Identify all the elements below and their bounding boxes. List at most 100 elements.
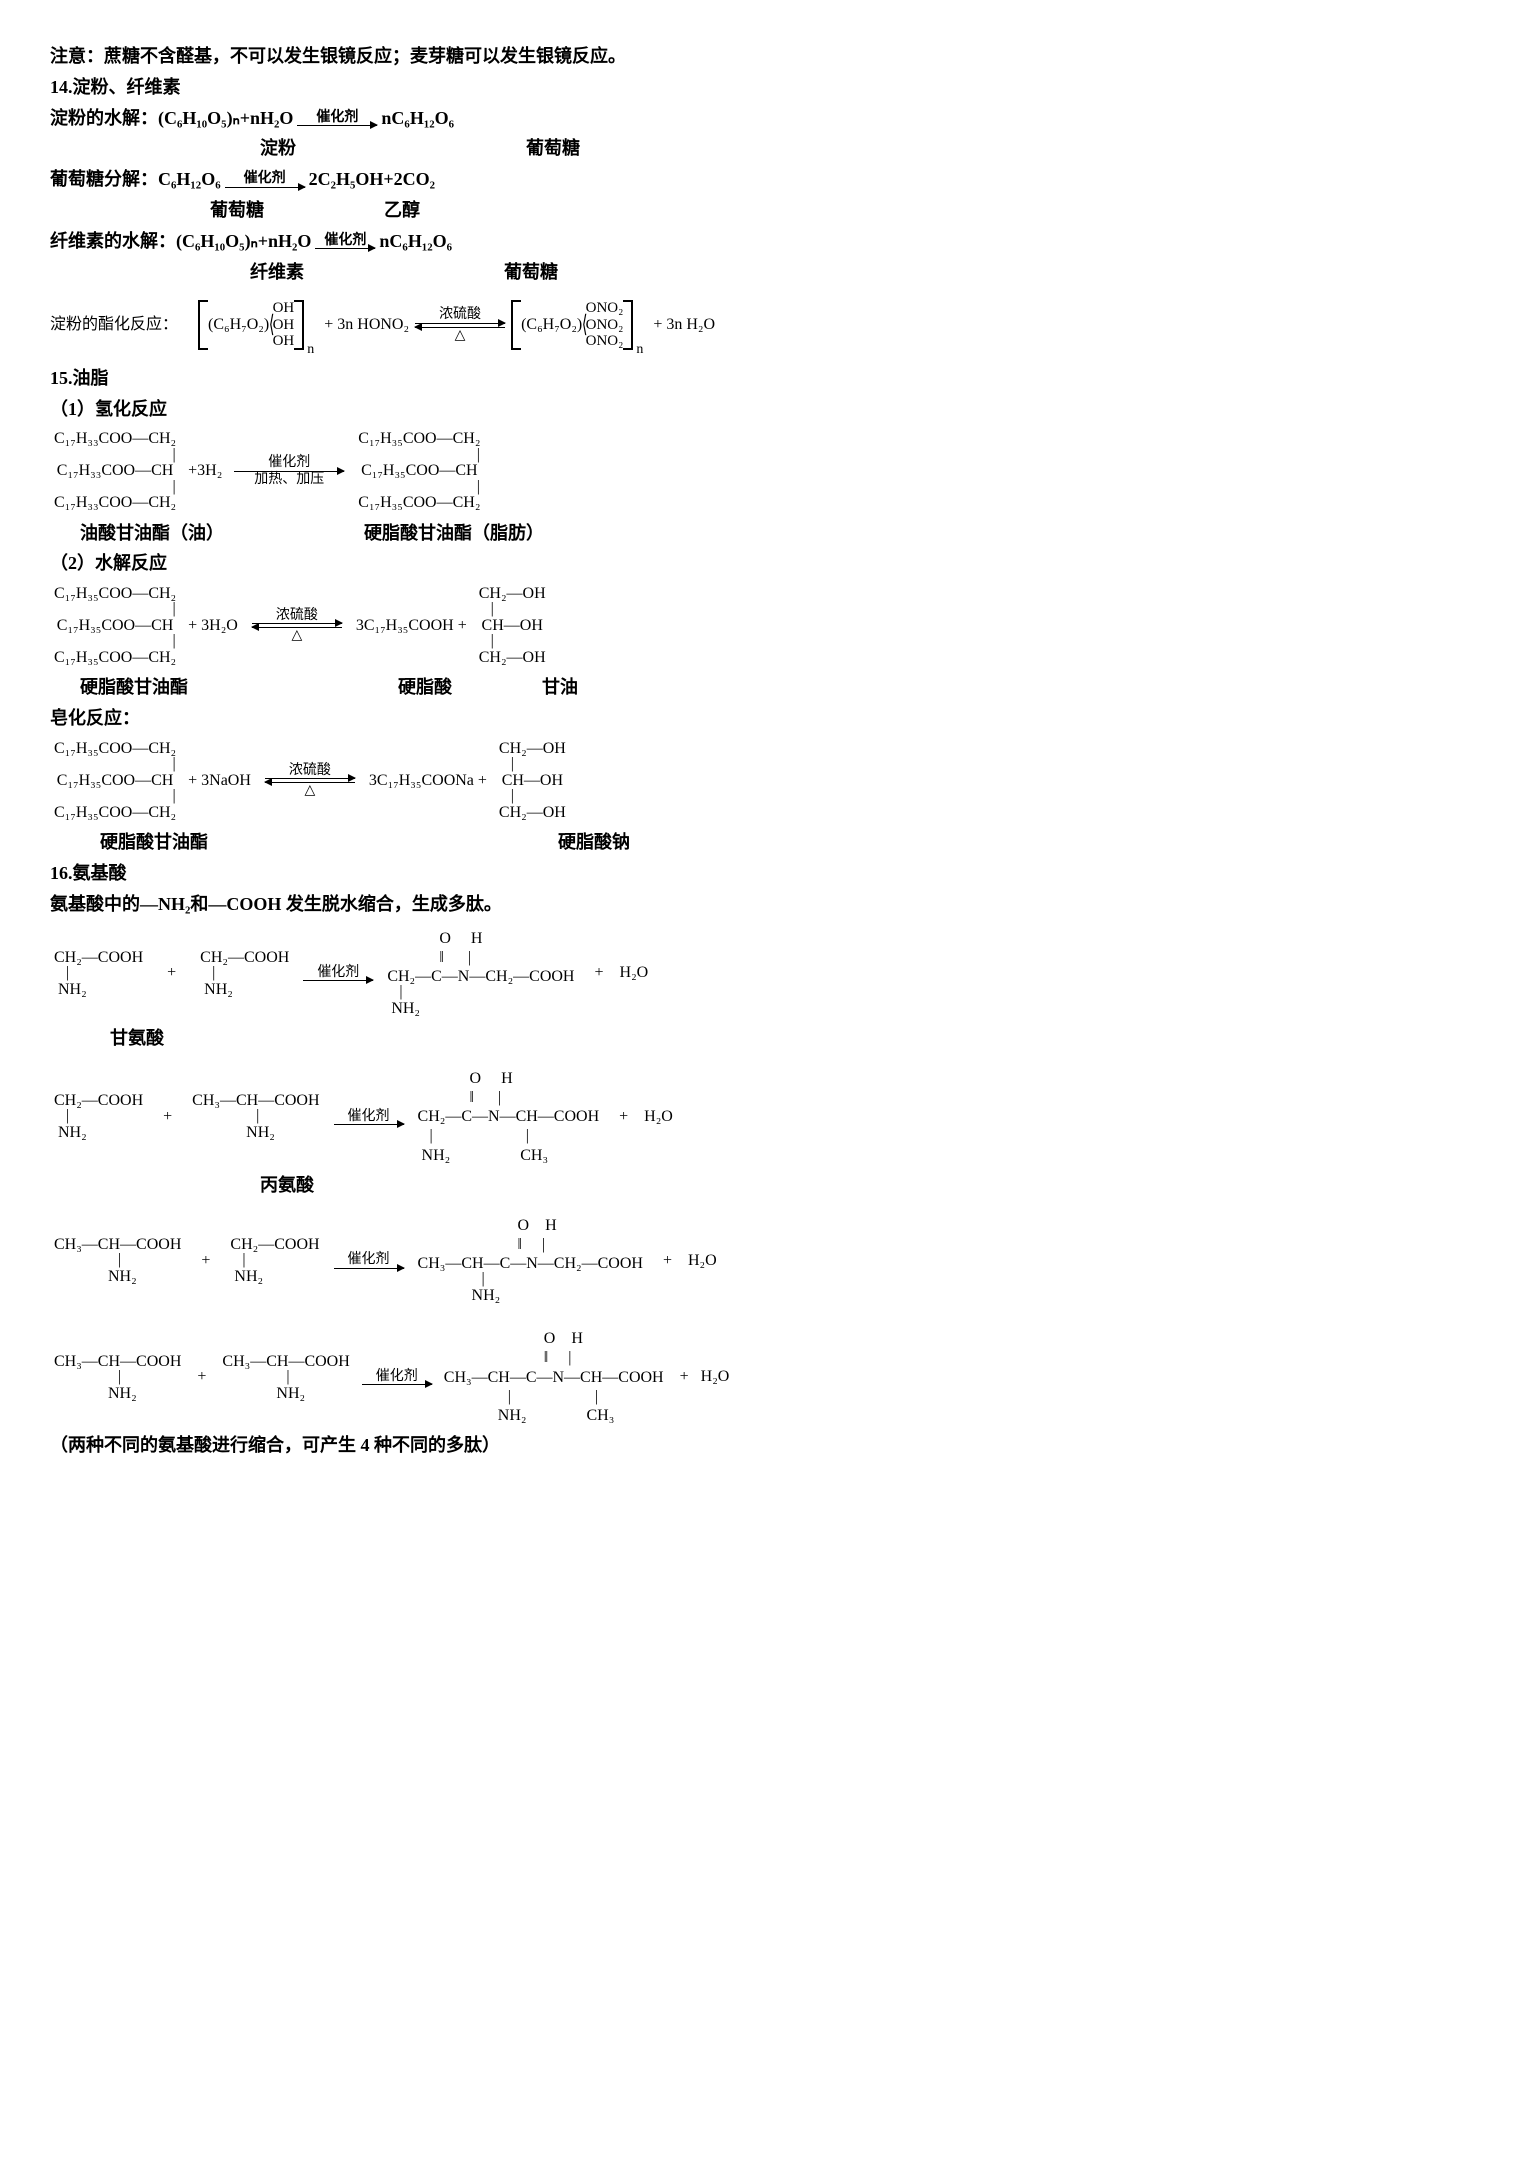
h2: +3H₂: [188, 458, 222, 484]
bot: NH₂: [58, 980, 87, 999]
glycerol: CH₂—OH | CH—OH | CH₂—OH: [479, 584, 546, 667]
hydrolysis-names: 硬脂酸甘油酯 硬脂酸 甘油: [50, 673, 1486, 702]
core-r: (C₆H₇O₂): [521, 312, 582, 338]
product-2: OH ‖| CH₂—C—N—CH—COOH || NH₂CH₃: [418, 1069, 600, 1165]
peptide-3: CH₃—CH—COOH | NH₂ + CH₂—COOH | NH₂ 催化剂 O…: [50, 1216, 1486, 1306]
saponification-title: 皂化反应：: [50, 704, 1486, 733]
cat-top: 催化剂: [268, 455, 310, 470]
l2: C₁₇H₃₅COO—CH: [361, 461, 478, 480]
arrow: 催化剂: [362, 1369, 432, 1385]
ala-2: CH₃—CH—COOH | NH₂: [222, 1352, 349, 1403]
o3: ONO₂: [586, 333, 624, 350]
h2o: H₂O: [644, 1104, 673, 1130]
s15-r2-title: （2）水解反应: [50, 549, 1486, 578]
gly: CH₂—COOH | NH₂: [230, 1235, 319, 1286]
o: O: [518, 1217, 530, 1234]
fat-name: 硬脂酸甘油酯（脂肪）: [364, 519, 544, 548]
s15-r1-title: （1）氢化反应: [50, 395, 1486, 424]
bracket-l2: [511, 300, 521, 350]
lhs: (C₆H₁₀O₅)ₙ+nH₂O: [158, 104, 293, 133]
cat: 浓硫酸: [289, 763, 331, 778]
h2o: H₂O: [701, 1364, 730, 1390]
ch3: CH₃: [586, 1407, 614, 1424]
oil-struct: C₁₇H₃₃COO—CH₂ | C₁₇H₃₃COO—CH | C₁₇H₃₃COO…: [54, 429, 176, 512]
fat-struct: C₁₇H₃₅COO—CH₂ | C₁₇H₃₅COO—CH | C₁₇H₃₅COO…: [358, 429, 480, 512]
core-l: (C₆H₇O₂): [208, 312, 269, 338]
cellulose-hydrolysis: 纤维素的水解： (C₆H₁₀O₅)ₙ+nH₂O 催化剂 nC₆H₁₂O₆: [50, 227, 1486, 256]
s16-intro: 氨基酸中的—NH₂和—COOH 发生脱水缩合，生成多肽。: [50, 890, 1486, 919]
label: 淀粉的水解：: [50, 104, 158, 133]
cat: 催化剂: [317, 965, 359, 980]
l1: C₁₇H₃₅COO—CH₂: [54, 584, 176, 603]
g3: CH₂—OH: [499, 803, 566, 822]
h: H: [471, 930, 483, 947]
sub-n2: n: [636, 339, 643, 361]
plus2: +: [680, 1364, 689, 1390]
sub-r: 乙醇: [384, 196, 420, 225]
arrow: 催化剂: [303, 965, 373, 981]
plus: +: [163, 1104, 172, 1130]
ala: CH₃—CH—COOH | NH₂: [54, 1235, 181, 1286]
gly-name: 甘氨酸: [50, 1024, 1486, 1053]
glucose-labels: 葡萄糖 乙醇: [50, 196, 1486, 225]
oh3: OH: [273, 333, 295, 350]
equil: 浓硫酸 △: [265, 763, 355, 799]
prod: 3C₁₇H₃₅COONa +: [369, 768, 487, 794]
acid: 3C₁₇H₃₅COOH +: [356, 613, 467, 639]
plus2: +: [594, 960, 603, 986]
ester-struct: C₁₇H₃₅COO—CH₂ | C₁₇H₃₅COO—CH | C₁₇H₃₅COO…: [54, 584, 176, 667]
rhs: nC₆H₁₂O₆: [379, 227, 452, 256]
s14-title: 14.淀粉、纤维素: [50, 73, 1486, 102]
product-1: OH ‖| CH₂—C—N—CH₂—COOH | NH₂: [387, 929, 574, 1019]
oh1: OH: [273, 300, 295, 317]
name-m: 硬脂酸: [398, 673, 452, 702]
sub-l: 葡萄糖: [210, 196, 264, 225]
l3: C₁₇H₃₅COO—CH₂: [54, 803, 176, 822]
arrow-label: 催化剂: [324, 233, 366, 248]
name-r: 硬脂酸钠: [558, 828, 630, 857]
tri: △: [291, 628, 302, 643]
o: O: [470, 1070, 482, 1087]
h: H: [501, 1070, 513, 1087]
bracket-r2: n: [623, 300, 633, 350]
arrow: 催化剂 加热、加压: [234, 455, 344, 487]
l3: C₁₇H₃₅COO—CH₂: [358, 493, 480, 512]
g1: CH₂—OH: [499, 739, 566, 758]
equil-bot-label: △: [455, 328, 466, 343]
arrow: 催化剂: [297, 110, 377, 126]
naoh: + 3NaOH: [188, 768, 251, 794]
sub-l: 纤维素: [250, 258, 304, 287]
name-l: 硬脂酸甘油酯: [80, 673, 188, 702]
o1: ONO₂: [586, 300, 624, 317]
rhs: nC₆H₁₂O₆: [381, 104, 454, 133]
chain: CH₂—C—N—CH₂—COOH: [387, 967, 574, 986]
equil-top-label: 浓硫酸: [439, 307, 481, 322]
l1: C₁₇H₃₅COO—CH₂: [358, 429, 480, 448]
bot: NH₂: [108, 1384, 137, 1403]
rhs: + 3n H₂O: [653, 312, 715, 338]
name-l: 硬脂酸甘油酯: [100, 828, 208, 857]
s15-title: 15.油脂: [50, 364, 1486, 393]
l3: C₁₇H₃₅COO—CH₂: [54, 648, 176, 667]
bot: NH₂: [58, 1123, 87, 1142]
h2o: H₂O: [620, 960, 649, 986]
arrow: 催化剂: [225, 171, 305, 187]
ch3: CH₃: [520, 1147, 548, 1164]
lhs: C₆H₁₂O₆: [158, 165, 221, 194]
ala-1: CH₃—CH—COOH | NH₂: [54, 1352, 181, 1403]
l3: C₁₇H₃₃COO—CH₂: [54, 493, 176, 512]
chain: CH₃—CH—C—N—CH—COOH: [444, 1368, 664, 1387]
note-line: 注意：蔗糖不含醛基，不可以发生银镜反应；麦芽糖可以发生银镜反应。: [50, 42, 1486, 71]
o2: ONO₂: [586, 317, 624, 334]
gly: CH₂—COOH | NH₂: [54, 1091, 143, 1142]
l2: C₁₇H₃₅COO—CH: [57, 616, 174, 635]
cat: 催化剂: [348, 1252, 390, 1267]
cat: 浓硫酸: [276, 608, 318, 623]
gly-1: CH₂—COOH | NH₂: [54, 948, 143, 999]
hydrogenation: C₁₇H₃₃COO—CH₂ | C₁₇H₃₃COO—CH | C₁₇H₃₃COO…: [50, 429, 1486, 512]
bot: NH₂: [204, 980, 233, 999]
sub-r: 葡萄糖: [526, 134, 580, 163]
cat: 催化剂: [376, 1369, 418, 1384]
peptide-1: CH₂—COOH | NH₂ + CH₂—COOH | NH₂ 催化剂 OH ‖…: [50, 929, 1486, 1019]
plus2: +: [663, 1248, 672, 1274]
